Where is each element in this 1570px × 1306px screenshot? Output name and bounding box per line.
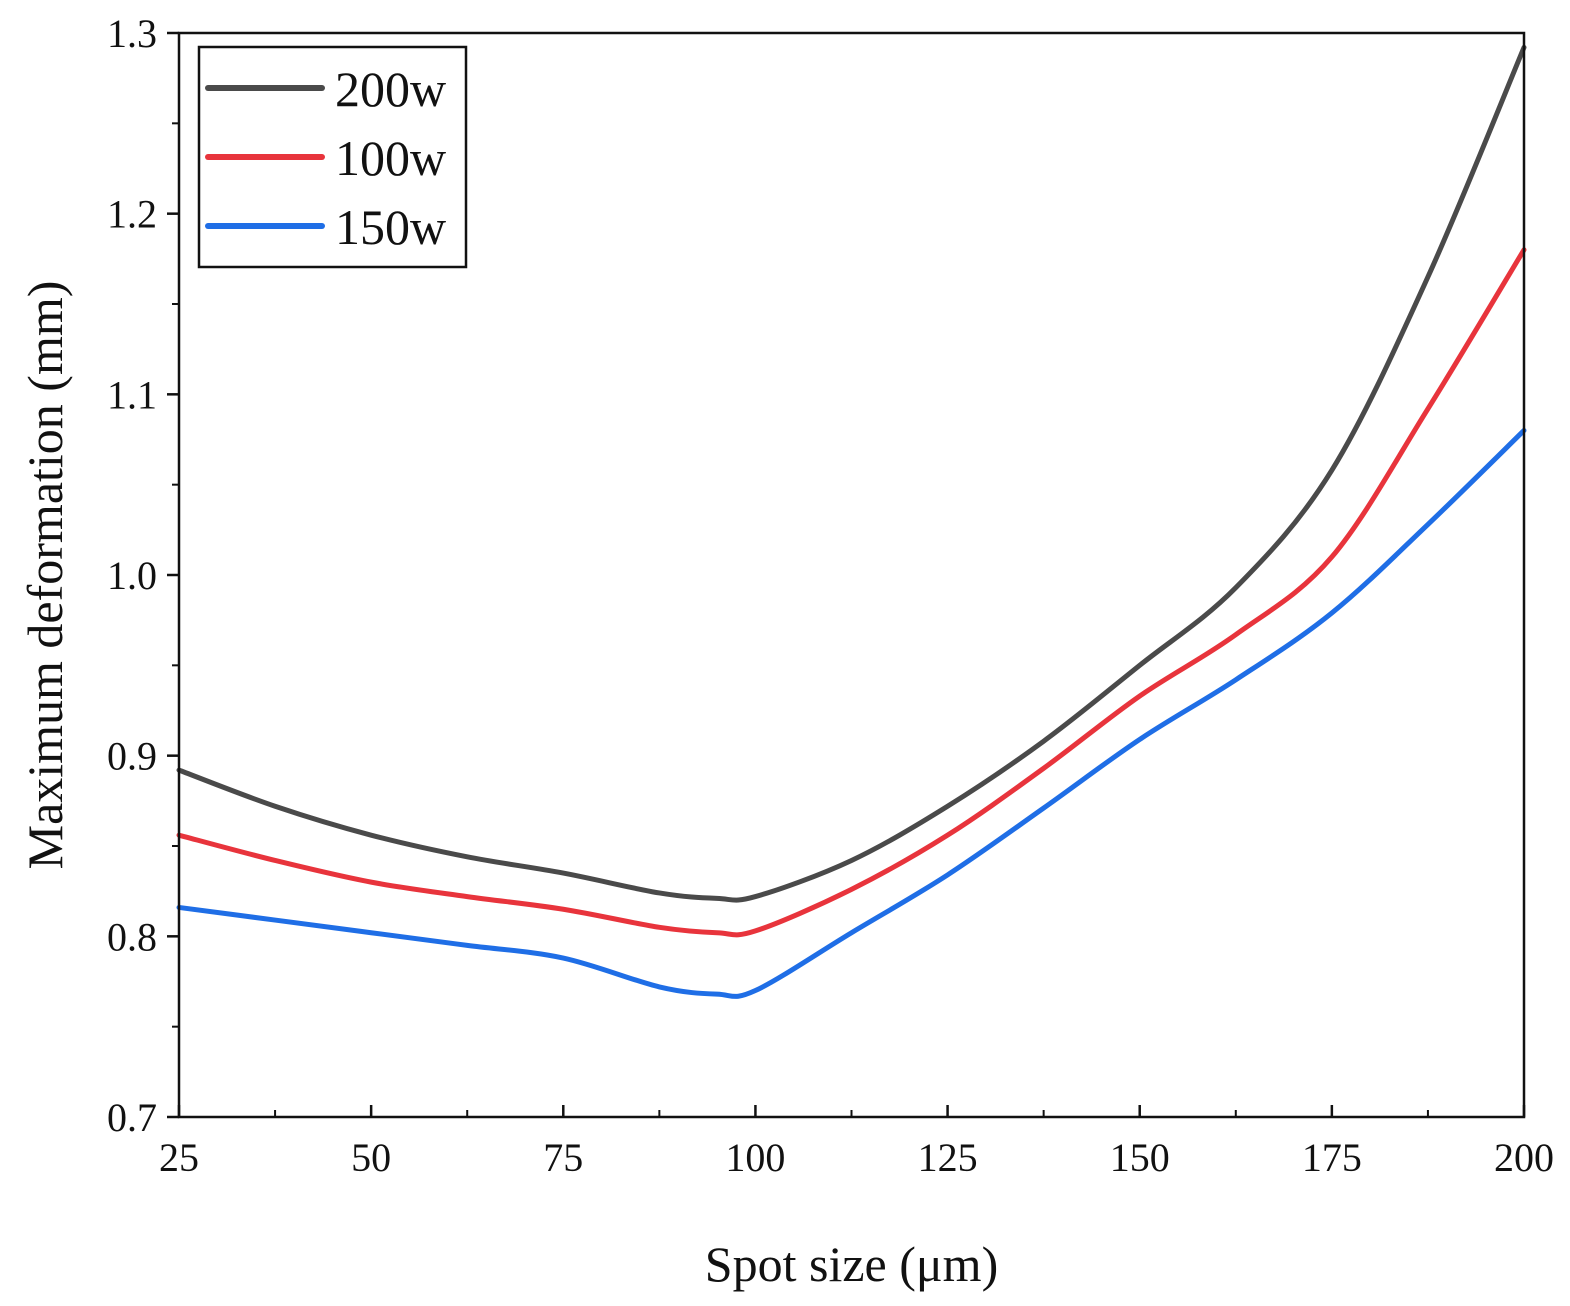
x-tick-label: 150 — [1110, 1135, 1170, 1180]
y-tick-label: 1.2 — [107, 192, 157, 237]
y-tick-label: 1.0 — [107, 553, 157, 598]
series-line-150w — [176, 427, 1527, 999]
x-tick-label: 25 — [159, 1135, 199, 1180]
y-tick-label: 0.9 — [107, 734, 157, 779]
series-layer — [176, 44, 1527, 999]
series-line-100w — [176, 247, 1527, 938]
x-tick-label: 175 — [1302, 1135, 1362, 1180]
legend: 200w 100w 150w — [197, 45, 468, 269]
x-tick-label: 200 — [1494, 1135, 1554, 1180]
y-tick-label: 1.3 — [107, 11, 157, 56]
y-tick-label: 0.7 — [107, 1095, 157, 1140]
x-axis-title: Spot size (μm) — [705, 1236, 998, 1292]
series-line-200w — [176, 44, 1527, 903]
legend-label-100w: 100w — [335, 130, 446, 186]
legend-label-200w: 200w — [335, 61, 446, 117]
y-axis-title: Maximum deformation (mm) — [17, 281, 73, 870]
y-tick-label: 1.1 — [107, 372, 157, 417]
x-tick-label: 75 — [543, 1135, 583, 1180]
y-tick-label: 0.8 — [107, 914, 157, 959]
x-tick-label: 125 — [918, 1135, 978, 1180]
legend-label-150w: 150w — [335, 199, 446, 255]
x-tick-label: 50 — [351, 1135, 391, 1180]
x-tick-label: 100 — [725, 1135, 785, 1180]
tick-layer: 25 50 75 100 125 150 175 200 0.7 0.8 0.9 1.0 1.1 1.2 1… — [107, 11, 1554, 1180]
